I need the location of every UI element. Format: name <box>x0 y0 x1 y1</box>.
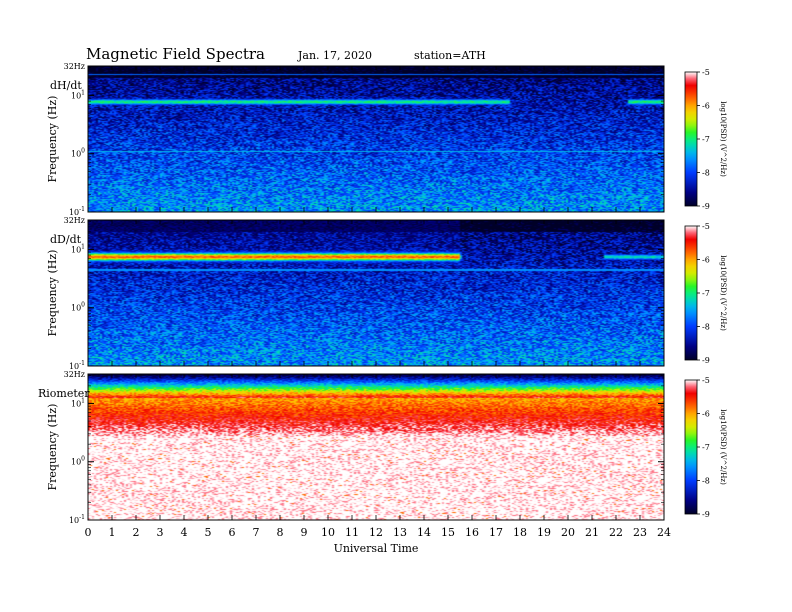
xtick-label: 2 <box>133 526 140 539</box>
spectrogram-riometer <box>88 374 664 520</box>
xtick-label: 0 <box>85 526 92 539</box>
panel-label-dh-dt: dH/dt <box>50 79 82 92</box>
colorbar-tick-label: -8 <box>702 323 710 332</box>
colorbar-tick-label: -9 <box>702 356 710 365</box>
colorbar-riometer: -5 -6 -7 -8 -9 log10(PSD) (V^2/Hz) <box>684 376 727 519</box>
xtick-label: 24 <box>657 526 671 539</box>
xtick-label: 11 <box>345 526 359 539</box>
colorbar-tick-label: -6 <box>702 410 710 419</box>
panel-label-dd-dt: dD/dt <box>50 233 82 246</box>
colorbar-tick-label: -8 <box>702 169 710 178</box>
ytick-32hz-label: 32Hz <box>64 62 85 71</box>
colorbar-label: log10(PSD) (V^2/Hz) <box>719 409 727 485</box>
colorbar-tick-label: -5 <box>702 68 710 77</box>
xtick-label: 10 <box>321 526 335 539</box>
colorbar-tick-label: -6 <box>702 256 710 265</box>
figure-station: station=ATH <box>414 49 486 62</box>
xtick-label: 9 <box>301 526 308 539</box>
colorbar-tick-label: -9 <box>702 202 710 211</box>
ytick-10-1-label: 101 <box>71 243 85 254</box>
colorbar-label: log10(PSD) (V^2/Hz) <box>719 101 727 177</box>
colorbar-scale <box>684 225 698 361</box>
xtick-label: 20 <box>561 526 575 539</box>
yticks-dh-dt: 32Hz 101 100 10-1 <box>64 62 664 217</box>
ylabel-dd-dt: Frequency (Hz) <box>46 250 59 337</box>
colorbar-scale <box>684 71 698 207</box>
ytick-10-0-label: 100 <box>71 456 85 467</box>
ylabel-riometer: Frequency (Hz) <box>46 404 59 491</box>
ytick-10-minus1-label: 10-1 <box>69 206 85 217</box>
spectrogram-dd-dt <box>88 220 664 366</box>
xtick-label: 4 <box>181 526 188 539</box>
xtick-label: 12 <box>369 526 383 539</box>
colorbar-dd-dt: -5 -6 -7 -8 -9 log10(PSD) (V^2/Hz) <box>684 222 727 365</box>
xtick-label: 8 <box>277 526 284 539</box>
colorbar-tick-label: -6 <box>702 102 710 111</box>
xtick-label: 16 <box>465 526 479 539</box>
yticks-dd-dt: 32Hz 101 100 10-1 <box>64 216 664 371</box>
ytick-32hz-label: 32Hz <box>64 216 85 225</box>
colorbar-dh-dt: -5 -6 -7 -8 -9 log10(PSD) (V^2/Hz) <box>684 68 727 211</box>
colorbar-tick-label: -5 <box>702 222 710 231</box>
xtick-label: 15 <box>441 526 455 539</box>
xtick-label: 14 <box>417 526 431 539</box>
xlabel-universal-time: Universal Time <box>334 542 419 555</box>
colorbar-tick-label: -8 <box>702 477 710 486</box>
figure-title: Magnetic Field Spectra <box>86 45 265 63</box>
ytick-10-minus1-label: 10-1 <box>69 514 85 525</box>
colorbar-tick-label: -7 <box>702 135 710 144</box>
spectrogram-dh-dt <box>88 66 664 212</box>
xticks-universal-time: 0 1 2 3 4 5 6 7 8 9 10 11 12 13 14 15 16 17 18 19 20 21 22 23 24 <box>85 66 671 539</box>
ytick-10-1-label: 101 <box>71 89 85 100</box>
panel-dd-dt: dD/dt Frequency (Hz) 32Hz 101 100 10-1 -5 -6… <box>46 216 727 371</box>
colorbar-label: log10(PSD) (V^2/Hz) <box>719 255 727 331</box>
xtick-label: 19 <box>537 526 551 539</box>
ytick-32hz-label: 32Hz <box>64 370 85 379</box>
panel-dh-dt: dH/dt Frequency (Hz) 32Hz 101 100 10-1 -5 -6… <box>46 62 727 217</box>
ytick-10-0-label: 100 <box>71 302 85 313</box>
colorbar-tick-label: -7 <box>702 289 710 298</box>
ytick-10-minus1-label: 10-1 <box>69 360 85 371</box>
xtick-label: 6 <box>229 526 236 539</box>
colorbar-tick-label: -7 <box>702 443 710 452</box>
yticks-riometer: 32Hz 101 100 10-1 <box>64 370 664 525</box>
xtick-label: 7 <box>253 526 260 539</box>
ytick-10-1-label: 101 <box>71 397 85 408</box>
xtick-label: 21 <box>585 526 599 539</box>
xtick-label: 18 <box>513 526 527 539</box>
colorbar-tick-label: -5 <box>702 376 710 385</box>
ytick-10-0-label: 100 <box>71 148 85 159</box>
colorbar-scale <box>684 379 698 515</box>
panel-label-riometer: Riometer <box>38 387 90 400</box>
figure-date: Jan. 17, 2020 <box>297 49 372 62</box>
xtick-label: 3 <box>157 526 164 539</box>
xtick-label: 13 <box>393 526 407 539</box>
xtick-label: 22 <box>609 526 623 539</box>
xtick-label: 17 <box>489 526 503 539</box>
xtick-label: 5 <box>205 526 212 539</box>
xtick-label: 1 <box>109 526 116 539</box>
xtick-label: 23 <box>633 526 647 539</box>
ylabel-dh-dt: Frequency (Hz) <box>46 96 59 183</box>
colorbar-tick-label: -9 <box>702 510 710 519</box>
